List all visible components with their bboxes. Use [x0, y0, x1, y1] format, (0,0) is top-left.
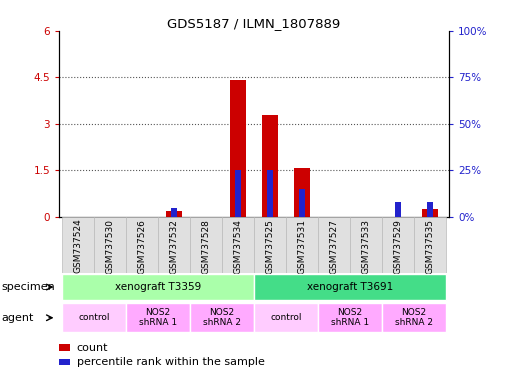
Text: NOS2
shRNA 2: NOS2 shRNA 2 — [203, 308, 241, 328]
Bar — [254, 274, 446, 300]
Text: GSM737534: GSM737534 — [233, 218, 243, 273]
Bar — [166, 211, 182, 217]
Title: GDS5187 / ILMN_1807889: GDS5187 / ILMN_1807889 — [167, 17, 341, 30]
Bar — [126, 303, 190, 333]
Text: NOS2
shRNA 2: NOS2 shRNA 2 — [394, 308, 433, 328]
Text: xenograft T3691: xenograft T3691 — [307, 282, 393, 292]
Text: GSM737530: GSM737530 — [106, 218, 114, 274]
Text: NOS2
shRNA 1: NOS2 shRNA 1 — [139, 308, 177, 328]
Text: control: control — [78, 313, 110, 322]
Text: percentile rank within the sample: percentile rank within the sample — [77, 357, 265, 367]
Text: GSM737528: GSM737528 — [202, 218, 210, 273]
Text: GSM737532: GSM737532 — [169, 218, 179, 273]
Bar — [267, 170, 273, 217]
Text: count: count — [77, 343, 108, 353]
Bar — [350, 217, 382, 273]
Text: specimen: specimen — [1, 282, 55, 292]
Bar — [222, 217, 254, 273]
Text: GSM737526: GSM737526 — [137, 218, 147, 273]
Bar — [413, 217, 446, 273]
Bar — [422, 209, 438, 217]
Bar — [62, 217, 94, 273]
Bar — [62, 274, 254, 300]
Bar — [171, 208, 177, 217]
Bar — [230, 80, 246, 217]
Bar — [254, 217, 286, 273]
Bar — [318, 303, 382, 333]
Text: NOS2
shRNA 1: NOS2 shRNA 1 — [331, 308, 369, 328]
Bar — [190, 303, 254, 333]
Bar — [94, 217, 126, 273]
Text: GSM737533: GSM737533 — [361, 218, 370, 274]
Bar — [190, 217, 222, 273]
Bar — [262, 115, 278, 217]
Text: GSM737525: GSM737525 — [265, 218, 274, 273]
Text: agent: agent — [1, 313, 33, 323]
Bar — [158, 217, 190, 273]
Text: GSM737531: GSM737531 — [298, 218, 306, 274]
Bar — [294, 168, 310, 217]
Text: xenograft T3359: xenograft T3359 — [115, 282, 201, 292]
Bar — [299, 189, 305, 217]
Bar — [126, 217, 158, 273]
Text: GSM737527: GSM737527 — [329, 218, 339, 273]
Text: control: control — [270, 313, 302, 322]
Bar — [59, 359, 70, 366]
Bar — [235, 170, 241, 217]
Text: GSM737529: GSM737529 — [393, 218, 402, 273]
Bar — [382, 217, 413, 273]
Bar — [59, 344, 70, 351]
Bar — [286, 217, 318, 273]
Text: GSM737535: GSM737535 — [425, 218, 434, 274]
Bar — [382, 303, 446, 333]
Bar — [318, 217, 350, 273]
Bar — [395, 202, 401, 217]
Bar — [254, 303, 318, 333]
Bar — [427, 202, 432, 217]
Text: GSM737524: GSM737524 — [74, 218, 83, 273]
Bar — [62, 303, 126, 333]
